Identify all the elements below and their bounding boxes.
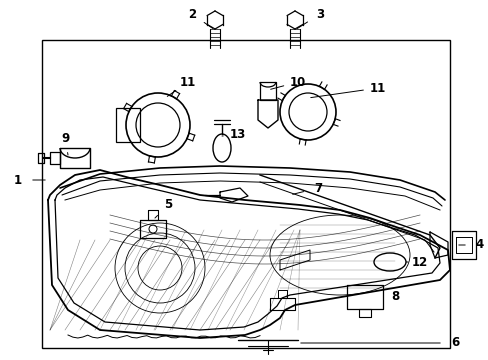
Text: 12: 12 <box>411 256 427 269</box>
Text: 13: 13 <box>229 129 245 141</box>
Text: 2: 2 <box>187 8 196 21</box>
Text: 4: 4 <box>475 238 483 252</box>
Text: 7: 7 <box>313 181 322 194</box>
Bar <box>42 40 449 348</box>
Text: 8: 8 <box>390 289 398 302</box>
Text: 6: 6 <box>450 337 458 350</box>
Text: 5: 5 <box>163 198 172 211</box>
Bar <box>116 108 140 142</box>
Text: 3: 3 <box>315 8 324 21</box>
Text: 1: 1 <box>14 174 22 186</box>
Text: 11: 11 <box>180 76 196 89</box>
Text: 9: 9 <box>61 131 69 144</box>
Text: 11: 11 <box>369 81 386 94</box>
Text: 10: 10 <box>289 76 305 89</box>
